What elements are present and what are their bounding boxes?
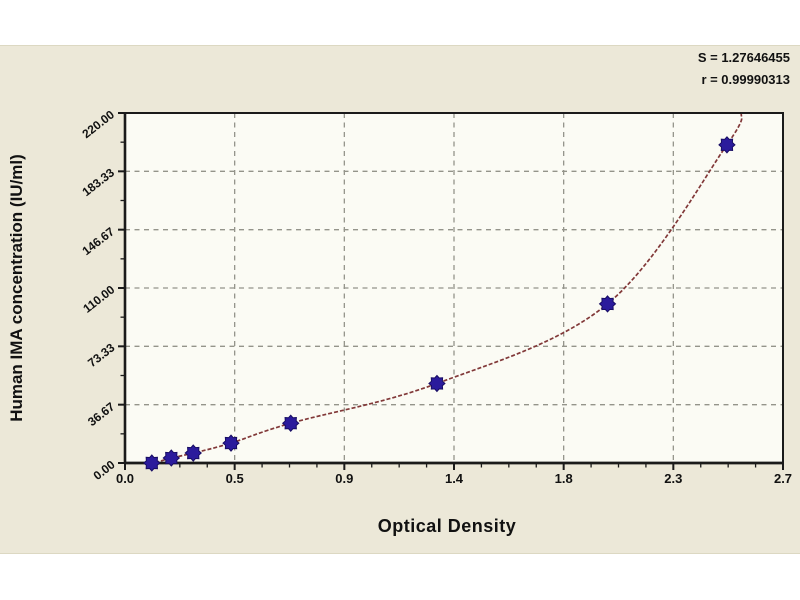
data-point-marker <box>598 295 617 313</box>
x-tick-label: 1.4 <box>444 471 464 486</box>
data-point-marker <box>281 414 300 432</box>
x-tick-label: 0.0 <box>115 471 135 486</box>
x-tick-label: 0.5 <box>225 471 244 486</box>
stat-standard-error: S = 1.27646455 <box>697 50 790 65</box>
stat-correlation-coefficient: r = 0.99990313 <box>701 72 790 87</box>
x-tick-label: 0.9 <box>335 471 354 486</box>
x-tick-label: 1.8 <box>554 471 573 486</box>
fit-statistics: S = 1.27646455 r = 0.99990313 <box>698 47 790 91</box>
data-point-marker <box>718 136 736 154</box>
x-axis-title: Optical Density <box>377 516 517 536</box>
data-point-marker <box>184 444 202 462</box>
data-point-marker <box>428 374 446 393</box>
data-point-marker <box>162 449 181 467</box>
data-point-marker <box>143 454 161 472</box>
x-tick-label: 2.3 <box>664 471 683 486</box>
y-axis-title: Human IMA concentration (IU/ml) <box>7 154 26 422</box>
x-tick-label: 2.7 <box>773 471 793 486</box>
data-point-marker <box>222 434 240 452</box>
